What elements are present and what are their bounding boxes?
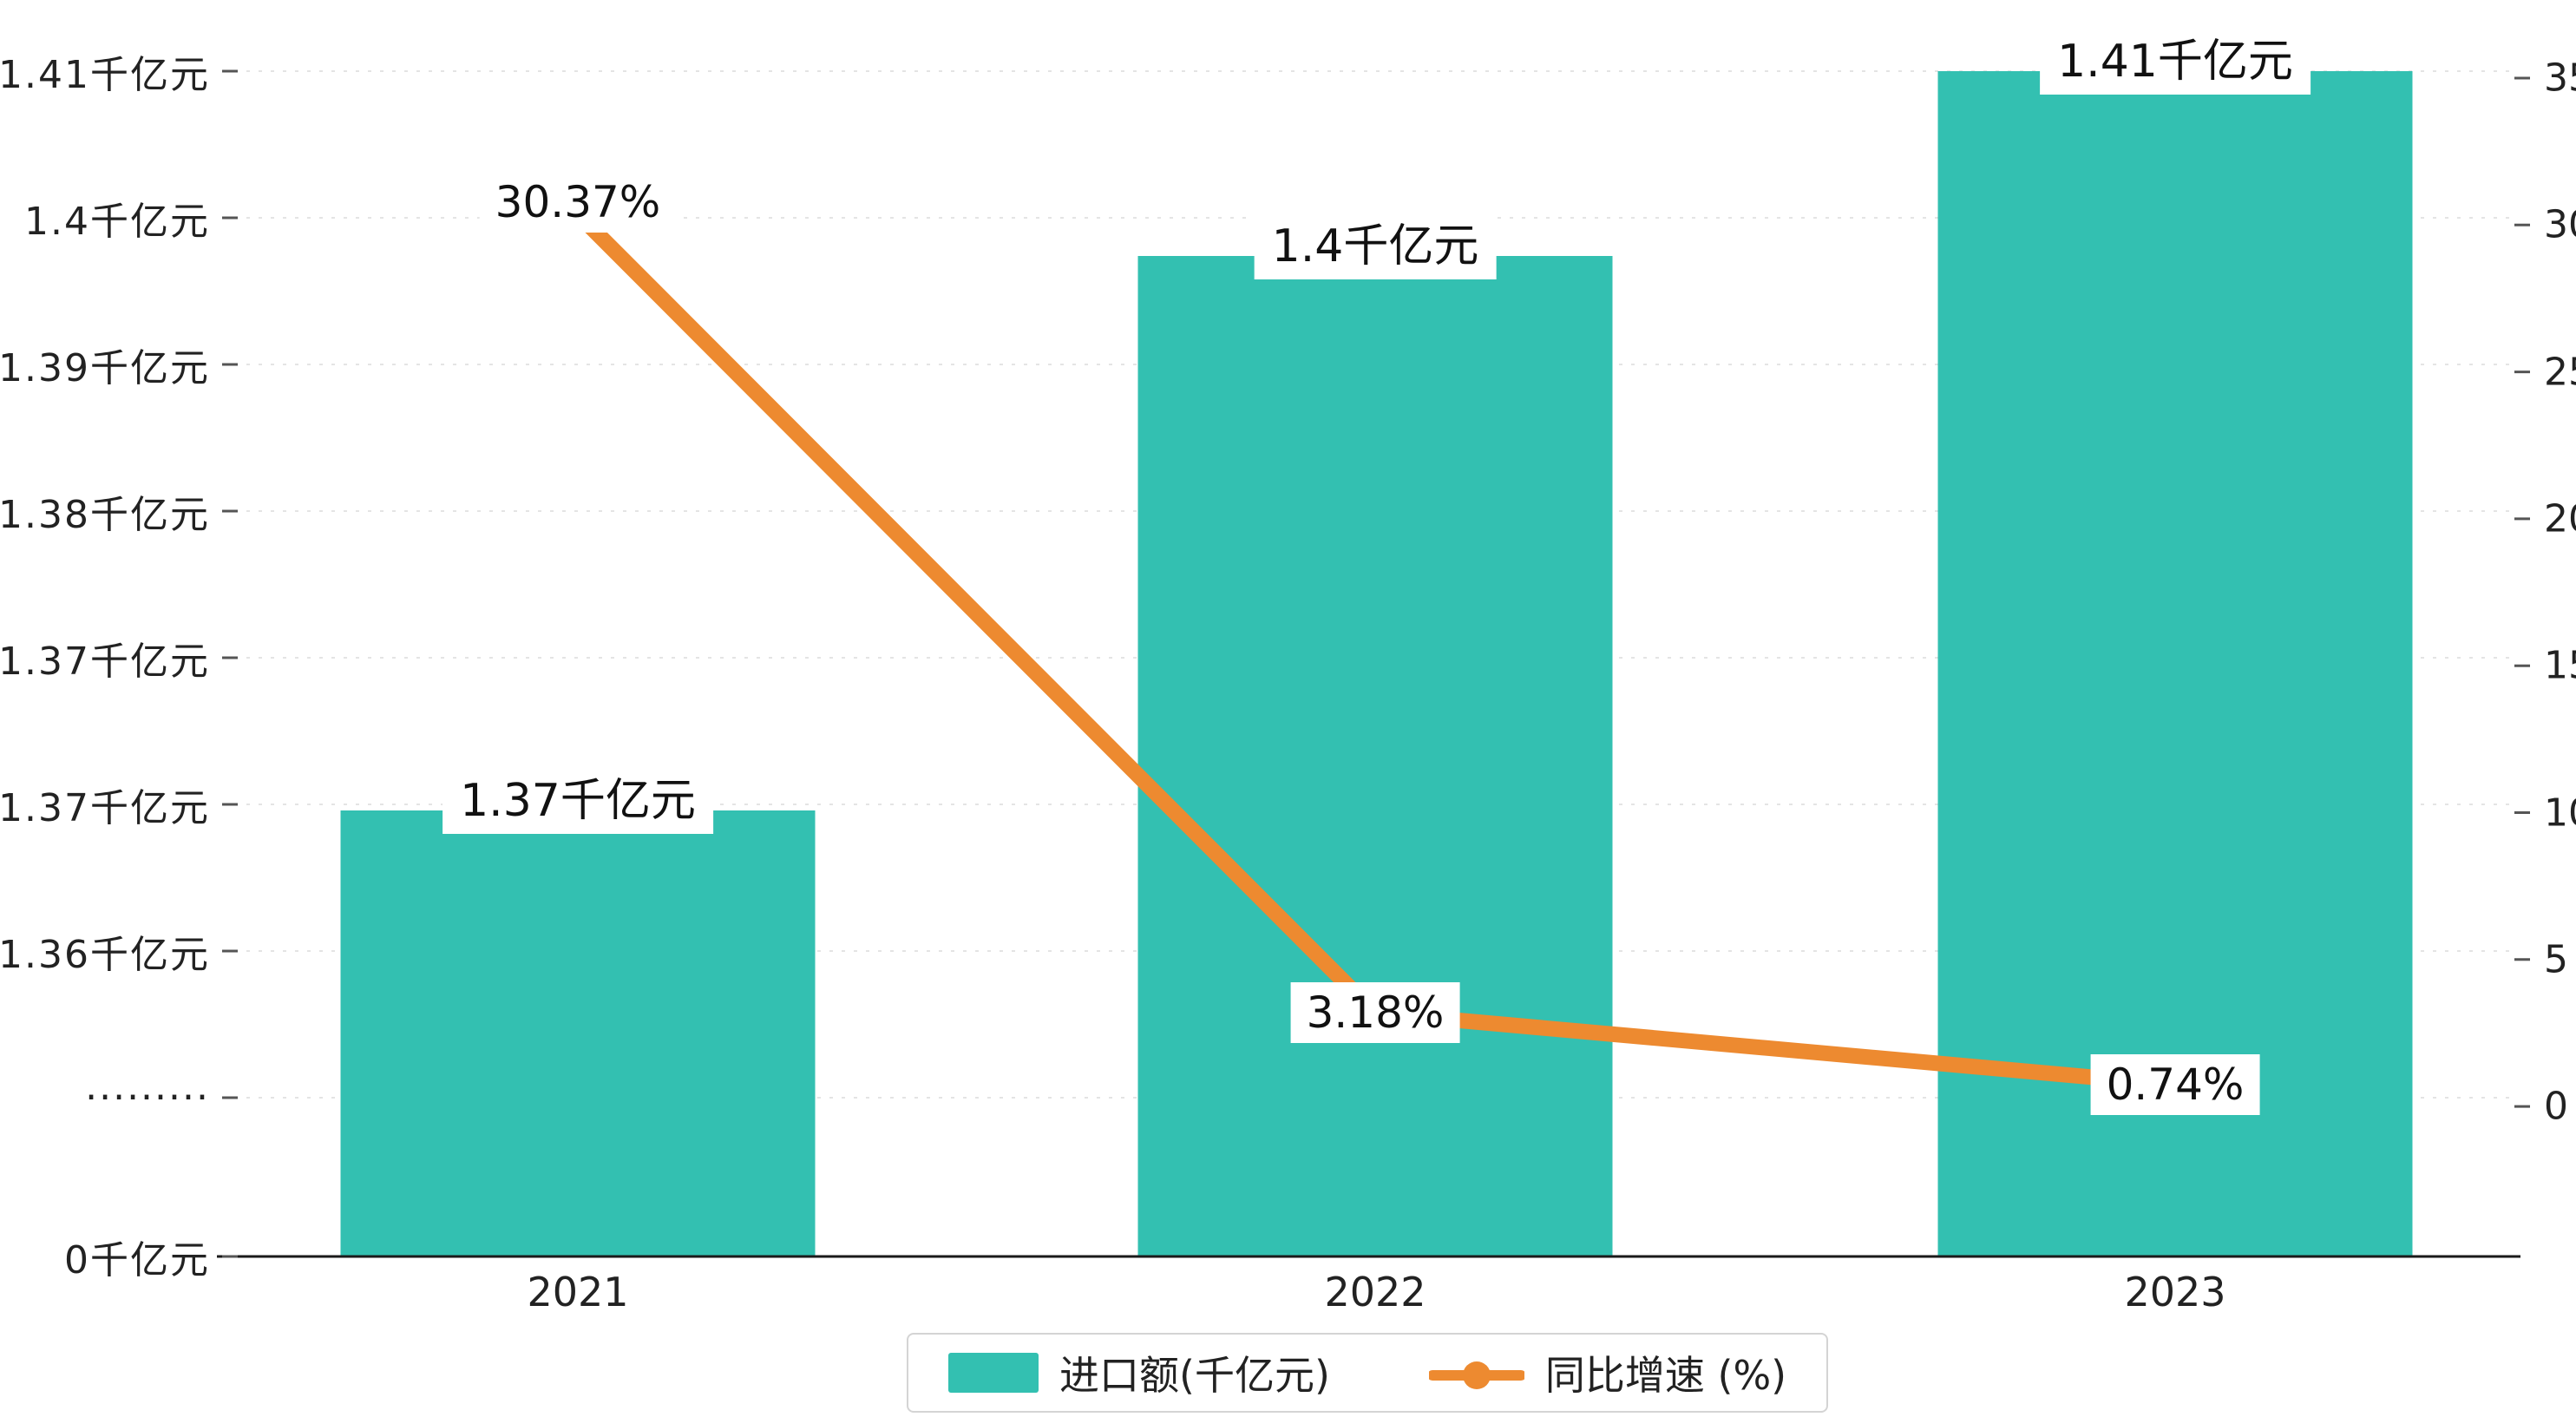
growth-point-2023[interactable] [2164, 1073, 2186, 1096]
growth-point-2022[interactable] [1364, 1001, 1386, 1025]
legend-line-label[interactable]: 同比增速 (%) [1544, 1352, 1787, 1399]
legend-line-marker-icon [1426, 1361, 1526, 1389]
growth-point-2021[interactable] [567, 202, 589, 226]
legend[interactable]: 进口额(千亿元) 同比增速 (%) [907, 1333, 1829, 1413]
legend-bar-label[interactable]: 进口额(千亿元) [1059, 1352, 1330, 1399]
bar-2021[interactable] [340, 810, 816, 1256]
bar-2022[interactable] [1137, 256, 1613, 1256]
legend-line-swatch[interactable] [1426, 1355, 1526, 1390]
legend-bar-swatch[interactable] [948, 1353, 1039, 1393]
